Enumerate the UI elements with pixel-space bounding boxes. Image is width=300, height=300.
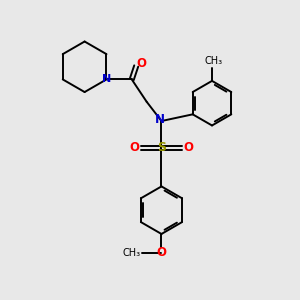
Text: O: O (184, 141, 194, 154)
Text: O: O (157, 246, 166, 259)
Text: O: O (136, 57, 147, 70)
Text: O: O (129, 141, 139, 154)
Text: N: N (102, 74, 111, 84)
Text: S: S (157, 141, 166, 154)
Text: CH₃: CH₃ (204, 56, 223, 66)
Text: N: N (155, 113, 165, 126)
Text: CH₃: CH₃ (123, 248, 141, 258)
